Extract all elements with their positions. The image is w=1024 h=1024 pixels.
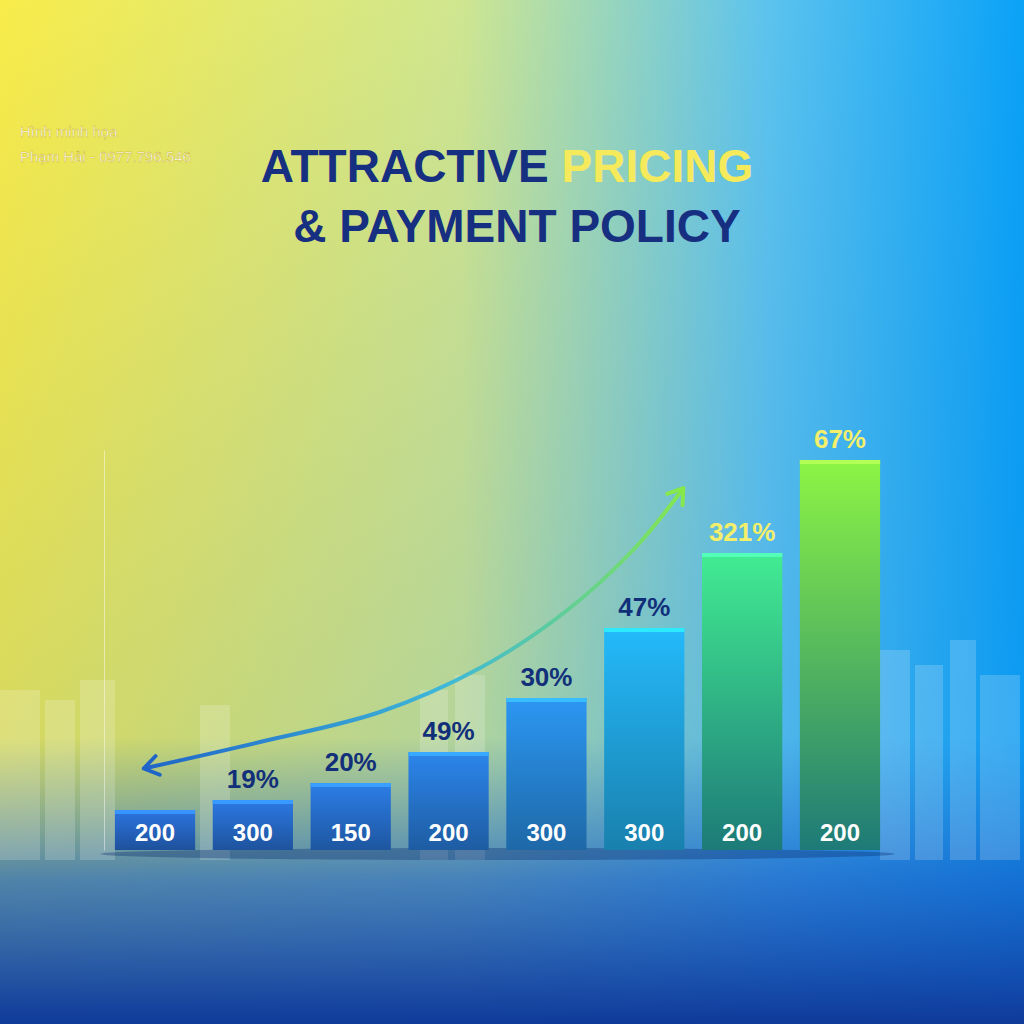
bar-cap <box>506 698 586 702</box>
bar <box>702 553 782 850</box>
bar-cap <box>408 752 488 756</box>
building <box>80 680 115 860</box>
trend-arrow <box>146 490 682 768</box>
bar <box>213 800 293 850</box>
bar-cap <box>115 810 195 814</box>
bar-labels: 200 300 150 200 300 300 200 200 <box>135 819 860 846</box>
title: ATTRACTIVEPRICING & PAYMENT POLICY <box>261 140 754 252</box>
bar-cap <box>800 460 880 464</box>
watermark-text: Hình minh họa <box>20 123 118 140</box>
building <box>950 640 976 860</box>
bar-label: 300 <box>624 819 664 846</box>
background <box>0 0 1024 1024</box>
bar <box>311 783 391 850</box>
percent-label: 19% <box>227 764 279 794</box>
building <box>45 700 75 860</box>
bar-label: 200 <box>135 819 175 846</box>
bar-label: 200 <box>820 819 860 846</box>
percent-label: 30% <box>520 662 572 692</box>
percent-labels: 19% 20% 49% 30% 47% 321% 67% <box>227 424 866 794</box>
y-axis-line <box>104 451 105 851</box>
bar-label: 200 <box>722 819 762 846</box>
y-axis <box>104 451 105 851</box>
title-part: ATTRACTIVE <box>261 140 549 192</box>
watermark-text: Phạm Hải - 0977.796.546 <box>20 148 191 165</box>
building <box>980 675 1020 860</box>
bar <box>506 698 586 850</box>
bar-cap <box>213 800 293 804</box>
bar-cap <box>702 553 782 557</box>
bar-cap <box>604 628 684 632</box>
percent-label: 47% <box>618 592 670 622</box>
building <box>0 690 40 860</box>
building <box>880 650 910 860</box>
bar-label: 300 <box>526 819 566 846</box>
watermark: Hình minh họa Phạm Hải - 0977.796.546 <box>20 123 191 165</box>
title-line: ATTRACTIVEPRICING <box>261 140 754 192</box>
bar-label: 200 <box>429 819 469 846</box>
bar <box>604 628 684 850</box>
building <box>915 665 943 860</box>
bar <box>115 810 195 850</box>
title-highlight: PRICING <box>562 140 754 192</box>
percent-label: 20% <box>325 747 377 777</box>
title-line: & PAYMENT POLICY <box>293 200 740 252</box>
bar-cap <box>311 783 391 787</box>
bar <box>800 460 880 850</box>
percent-label: 67% <box>814 424 866 454</box>
bars <box>115 460 880 850</box>
bar-label: 150 <box>331 819 371 846</box>
percent-label: 321% <box>709 517 776 547</box>
percent-label: 49% <box>423 716 475 746</box>
chart-canvas: Hình minh họa Phạm Hải - 0977.796.546 ATTR… <box>0 0 1024 1024</box>
bar <box>408 752 488 850</box>
bar-label: 300 <box>233 819 273 846</box>
background-shade <box>0 0 1024 1024</box>
